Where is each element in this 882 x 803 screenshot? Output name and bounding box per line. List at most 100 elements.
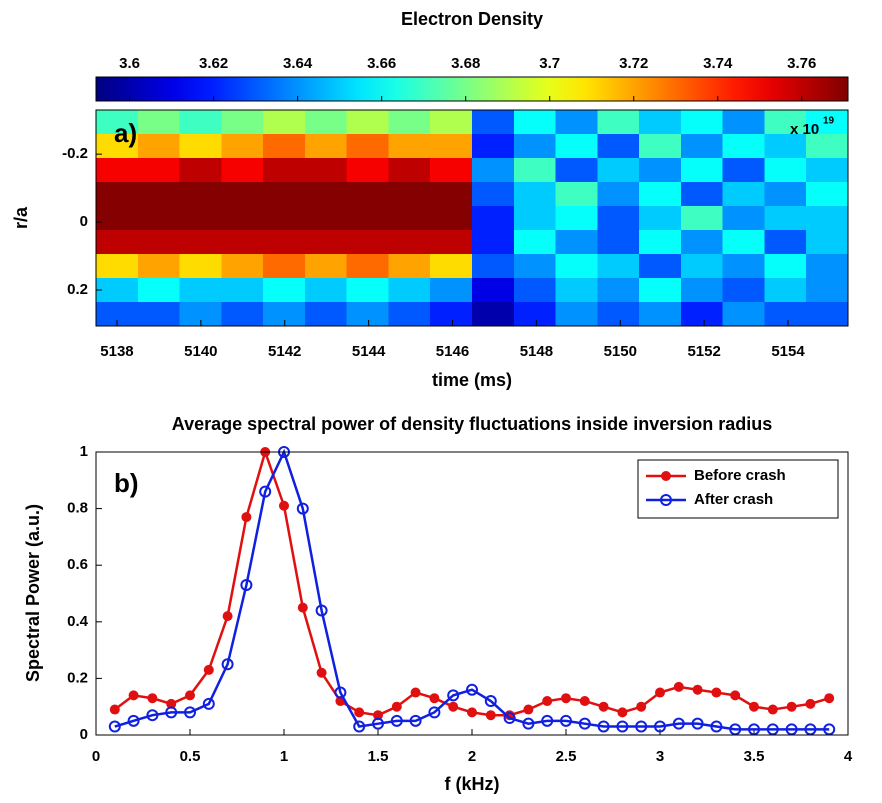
heatmap-cell (764, 182, 807, 207)
heatmap-cell (513, 134, 557, 159)
x-tick-label: 5138 (100, 343, 133, 360)
data-point (823, 723, 836, 736)
heatmap-cell (388, 254, 431, 279)
colorbar-tick-label: 3.64 (283, 55, 313, 72)
data-point (203, 664, 214, 675)
heatmap-cell (680, 254, 724, 279)
heatmap-cell (680, 134, 724, 159)
line-title: Average spectral power of density fluctu… (172, 414, 773, 434)
data-point (730, 690, 741, 701)
data-point (785, 723, 798, 736)
legend-box (637, 459, 839, 519)
heatmap-cell (722, 278, 766, 303)
x-tick-label: 0.5 (180, 748, 201, 765)
colorbar-tick-label: 3.74 (703, 55, 733, 72)
panel-label: a) (114, 118, 137, 148)
x-tick-label: 2 (468, 748, 476, 765)
heatmap-cell (806, 134, 849, 159)
colorbar-tick-label: 3.7 (539, 55, 560, 72)
heatmap-cell (680, 182, 724, 207)
data-point (597, 720, 610, 733)
heatmap-cell (722, 230, 766, 255)
heatmap-cell (179, 158, 222, 183)
data-point (805, 698, 816, 709)
heatmap-cell (680, 206, 724, 231)
data-point (541, 714, 554, 727)
heatmap-cell (263, 206, 306, 231)
heatmap-cell (597, 110, 640, 135)
y-tick-label: 0.6 (67, 556, 88, 573)
heatmap-cell (430, 134, 473, 159)
heatmap-cell (137, 278, 181, 303)
data-point (578, 717, 591, 730)
heatmap-cell (472, 110, 515, 135)
heatmap-cell (639, 134, 682, 159)
heatmap-cell (221, 182, 264, 207)
heatmap-cell (221, 206, 264, 231)
data-point (184, 706, 196, 719)
data-point (297, 602, 308, 613)
heatmap-cell (388, 182, 431, 207)
heatmap-cell (680, 110, 724, 135)
heatmap-cell (346, 278, 390, 303)
x-tick-label: 5148 (520, 343, 553, 360)
heatmap-cell (680, 158, 724, 183)
heatmap-title: Electron Density (401, 9, 543, 29)
heatmap-cell (96, 278, 139, 303)
heatmap-cell (806, 278, 849, 303)
heatmap-cell (263, 110, 306, 135)
x-tick-label: 4 (844, 748, 853, 765)
heatmap-cell (722, 206, 766, 231)
heatmap-cell (96, 230, 139, 255)
data-point (127, 714, 140, 727)
heatmap-cell (263, 254, 306, 279)
heatmap-cell (263, 278, 306, 303)
heatmap-cell (639, 230, 682, 255)
data-point (428, 706, 441, 719)
heatmap-cell (513, 206, 557, 231)
x-tick-label: 3.5 (744, 748, 765, 765)
data-point (766, 723, 779, 736)
heatmap-cell (597, 230, 640, 255)
x-tick-label: 5154 (771, 343, 805, 360)
colorbar (95, 76, 849, 102)
data-point (710, 720, 723, 733)
y-tick-label: 0.4 (67, 613, 89, 630)
heatmap-cell (513, 278, 557, 303)
data-point (390, 714, 403, 727)
data-point (467, 707, 477, 718)
heatmap-cell (96, 110, 139, 135)
heatmap-cell (96, 254, 139, 279)
heatmap-cell (96, 206, 139, 231)
data-point (391, 701, 402, 712)
heatmap-cell (221, 158, 264, 183)
legend-label: Before crash (694, 467, 786, 484)
data-point (202, 697, 215, 710)
heatmap-cell (639, 110, 682, 135)
heatmap-cell (472, 182, 515, 207)
heatmap-cell (722, 134, 766, 159)
heatmap-cell (430, 230, 473, 255)
heatmap-cell (764, 302, 807, 327)
heatmap-cell (764, 254, 807, 279)
data-point (673, 681, 684, 692)
heatmap-cell (388, 302, 431, 327)
heatmap-cell (137, 302, 181, 327)
data-point (409, 714, 422, 727)
data-point (185, 690, 195, 701)
heatmap-cell (639, 302, 682, 327)
heatmap-cell (388, 134, 431, 159)
colorbar-tick-label: 3.62 (199, 55, 228, 72)
data-point (128, 690, 139, 701)
heatmap-cell (472, 278, 515, 303)
heatmap-cell (221, 278, 264, 303)
heatmap-cell (96, 134, 139, 159)
heatmap-cell (346, 158, 390, 183)
heatmap-cell (722, 254, 766, 279)
heatmap-cell (472, 230, 515, 255)
data-point (523, 704, 534, 715)
data-point (410, 687, 421, 698)
heatmap-cell (346, 254, 390, 279)
plot-frame (95, 451, 849, 736)
